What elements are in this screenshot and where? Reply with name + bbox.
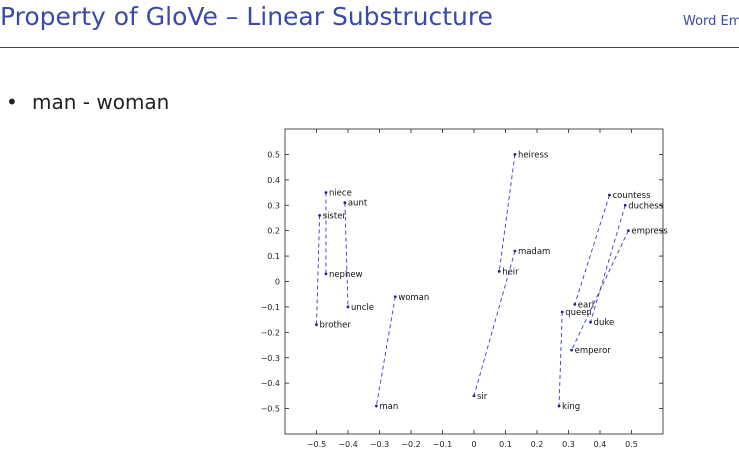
point-brother [315, 323, 318, 327]
point-label-man: man [379, 402, 398, 412]
point-label-queen: queen [565, 308, 592, 318]
x-tick-label: −0.4 [338, 440, 357, 449]
point-label-niece: niece [329, 189, 352, 199]
x-tick-label: 0.5 [625, 440, 638, 449]
point-label-brother: brother [320, 321, 352, 331]
point-label-empress: empress [631, 227, 668, 237]
pair-line-countess-earl [574, 194, 610, 305]
point-label-sister: sister [323, 211, 347, 221]
point-label-king: king [562, 402, 580, 412]
point-label-madam: madam [518, 247, 550, 257]
point-niece [324, 191, 328, 194]
point-label-countess: countess [612, 191, 651, 201]
y-tick-label: 0 [275, 278, 280, 287]
bullet-text: man - woman [32, 90, 170, 114]
bullet-item: • man - woman [6, 90, 169, 114]
point-sir [472, 394, 476, 398]
point-countess [608, 193, 611, 197]
y-tick-label: −0.4 [261, 379, 280, 388]
y-tick-label: −0.1 [261, 303, 280, 312]
point-heiress [513, 153, 517, 156]
point-label-woman: woman [398, 293, 429, 303]
pair-line-duchess-duke [590, 205, 626, 323]
pair-line-queen-king [558, 311, 563, 407]
point-label-emperor: emperor [575, 346, 612, 356]
point-heir [497, 269, 501, 273]
y-tick-label: 0.2 [267, 227, 280, 236]
point-woman [393, 295, 397, 299]
point-emperor [570, 348, 574, 352]
point-madam [513, 249, 517, 253]
data-points [315, 153, 630, 408]
pair-line-empress-emperor [571, 230, 629, 351]
x-tick-label: 0 [471, 440, 476, 449]
pair-line-aunt-uncle [344, 202, 349, 307]
point-king [557, 404, 561, 408]
x-tick-label: −0.2 [401, 440, 420, 449]
point-nephew [324, 272, 328, 276]
x-tick-label: −0.1 [433, 440, 452, 449]
x-tick-label: 0.1 [499, 440, 512, 449]
x-tick-label: −0.3 [370, 440, 389, 449]
x-tick-label: 0.2 [531, 440, 544, 449]
point-label-aunt: aunt [348, 199, 368, 209]
section-header: Word Em [683, 14, 739, 29]
point-label-duke: duke [594, 318, 615, 328]
y-tick-label: −0.5 [261, 405, 280, 414]
y-tick-label: −0.2 [261, 328, 280, 337]
y-tick-label: 0.1 [267, 252, 280, 261]
point-label-sir: sir [477, 392, 488, 402]
y-tick-label: 0.4 [267, 176, 280, 185]
x-tick-label: 0.3 [562, 440, 575, 449]
pair-line-woman-man [375, 296, 396, 407]
point-duke [589, 320, 592, 324]
y-tick-label: 0.3 [267, 201, 280, 210]
point-queen [560, 310, 564, 314]
slide-title: Property of GloVe – Linear Substructure [0, 2, 494, 31]
pair-line-sister-brother [316, 215, 321, 325]
plot-axes: −0.5 −0.4 −0.3 −0.2 −0.1 0 0.1 0.2 0.3 0.4 0.5 0.5 0… [261, 128, 664, 449]
point-label-duchess: duchess [628, 201, 664, 211]
x-tick-label: −0.5 [307, 440, 326, 449]
bullet-dot-icon: • [6, 90, 18, 114]
point-man [374, 404, 378, 408]
point-label-heiress: heiress [518, 150, 549, 160]
point-uncle [346, 305, 350, 309]
point-label-uncle: uncle [351, 303, 374, 313]
y-tick-label: −0.3 [261, 354, 280, 363]
point-label-nephew: nephew [329, 270, 363, 280]
point-duchess [623, 203, 627, 207]
pair-line-heiress-heir [498, 154, 516, 272]
point-label-heir: heir [502, 267, 519, 277]
pair-lines [316, 154, 629, 407]
y-tick-label: 0.5 [267, 150, 280, 159]
title-divider [0, 47, 739, 48]
point-empress [626, 229, 630, 233]
point-aunt [343, 201, 347, 205]
x-tick-label: 0.4 [594, 440, 607, 449]
plot-frame [284, 128, 664, 435]
point-label-earl: earl [578, 300, 594, 310]
point-earl [573, 302, 577, 306]
point-sister [318, 214, 322, 217]
